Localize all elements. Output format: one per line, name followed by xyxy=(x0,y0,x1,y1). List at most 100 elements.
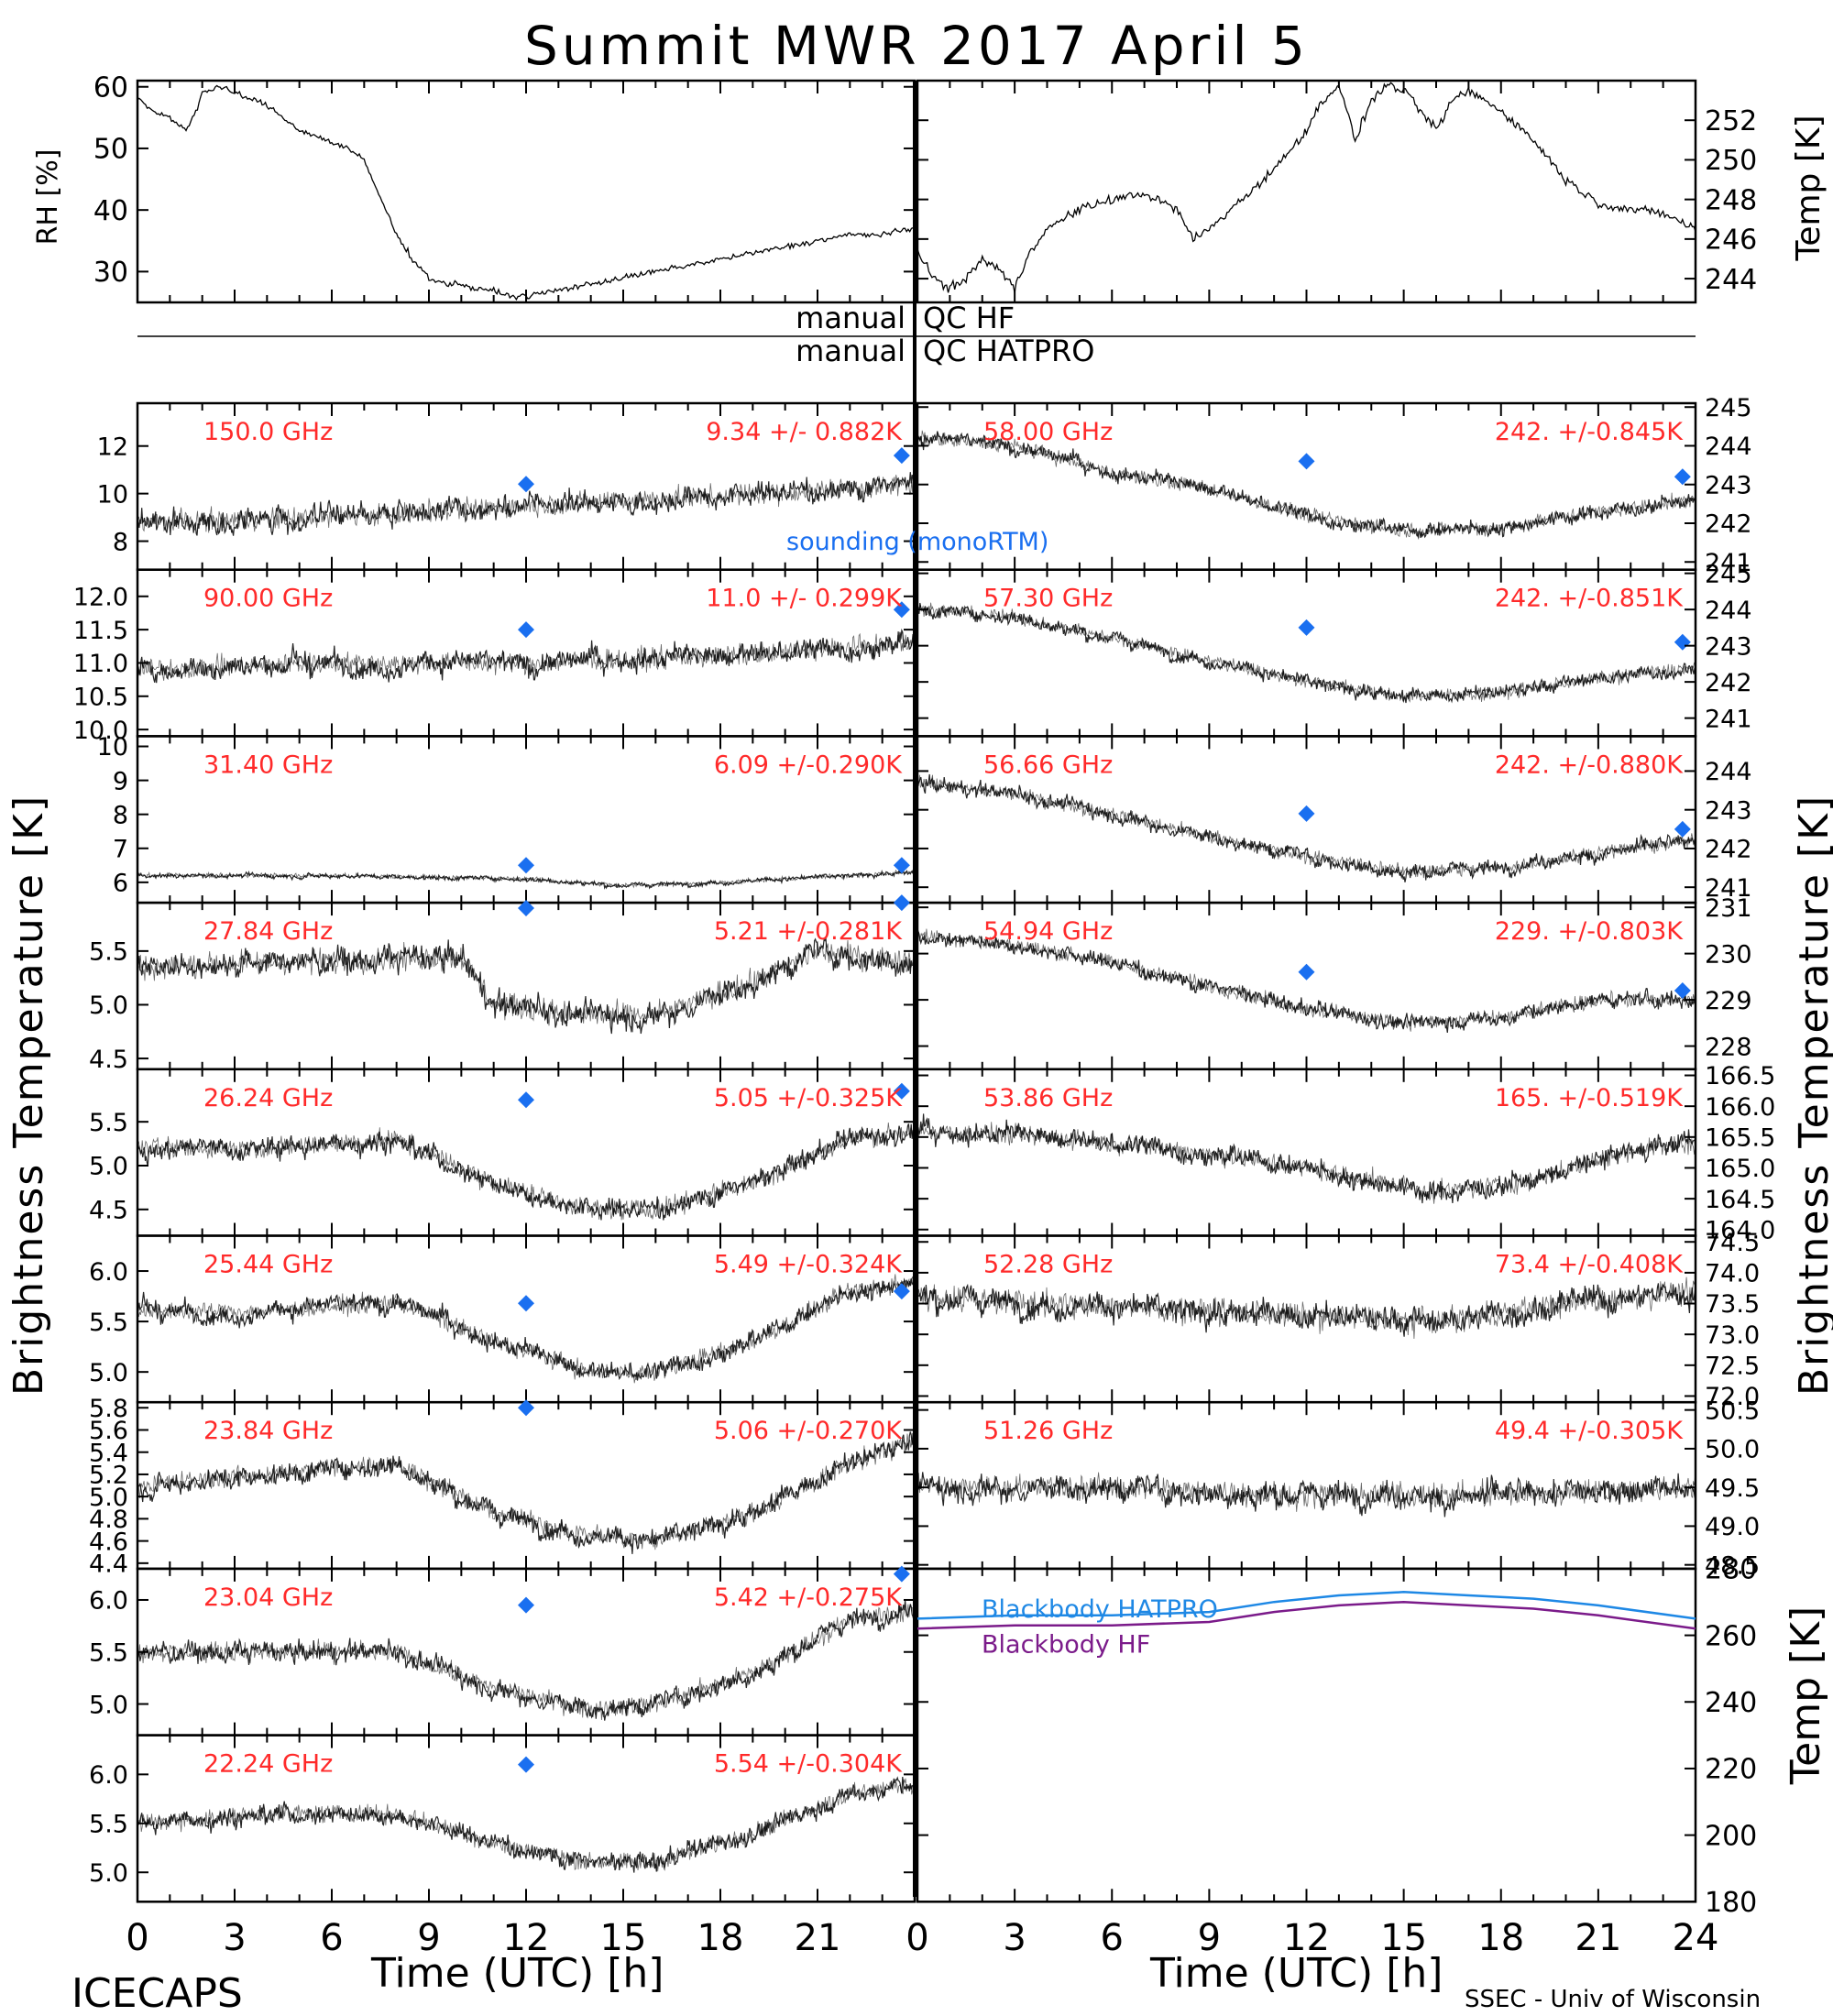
channel-data xyxy=(137,1776,915,1873)
x-tick-label-left: 18 xyxy=(697,1917,744,1959)
blackbody-series-1 xyxy=(916,1600,1696,1630)
channel-data xyxy=(137,628,915,684)
channel-label: 90.00 GHz xyxy=(203,585,333,613)
bt-trace-secondary xyxy=(917,928,1696,1032)
rh-axis-label: RH [%] xyxy=(32,149,64,246)
channel-stat: 5.05 +/-0.325K xyxy=(714,1084,903,1112)
channel-stat: 242. +/-0.880K xyxy=(1495,751,1684,779)
channel-data xyxy=(917,430,1696,540)
y-tick-label: 242 xyxy=(1705,836,1752,864)
channel-data xyxy=(917,1472,1696,1517)
channel-label: 23.04 GHz xyxy=(203,1583,333,1612)
y-tick-label: 5.5 xyxy=(89,1309,128,1337)
channel-data xyxy=(917,1276,1696,1340)
y-tick-label: 5.5 xyxy=(89,1811,128,1839)
y-tick-label: 74.0 xyxy=(1705,1260,1760,1288)
bt-axis-label-right: Brightness Temperature [K] xyxy=(1791,794,1833,1396)
channel-data xyxy=(137,1274,915,1384)
y-tick-label: 6.0 xyxy=(89,1587,128,1616)
temp-line xyxy=(916,82,1696,293)
y-tick-label: 165.0 xyxy=(1705,1155,1775,1183)
y-tick-label: 12 xyxy=(97,433,128,461)
channel-panel-ch-53: 53.86 GHz 165. +/-0.519K164.0164.5165.016… xyxy=(916,1062,1775,1244)
blackbody-panel: Blackbody HATPRO Blackbody HF 180 200 220 240… xyxy=(916,1554,1757,1919)
channel-panel-ch-27: 27.84 GHz 5.21 +/-0.281K 4.5 5.0 5.5 xyxy=(89,894,916,1074)
bt-trace-secondary xyxy=(137,1778,915,1872)
footer-right: SSEC - Univ of Wisconsin xyxy=(1465,1986,1761,2013)
channel-stat: 242. +/-0.845K xyxy=(1495,418,1684,446)
y-tick-label: 5.8 xyxy=(89,1395,128,1423)
y-tick-label: 243 xyxy=(1705,471,1752,499)
y-tick-label: 4.6 xyxy=(89,1528,128,1556)
panels: 150.0 GHz 9.34 +/- 0.882K 8 10 12 90.00 GHz 11… xyxy=(73,72,1775,1959)
bt-trace-secondary xyxy=(137,1433,915,1550)
sounding-point xyxy=(1674,820,1691,838)
channel-panel-ch-26: 26.24 GHz 5.05 +/-0.325K 4.5 5.0 5.5 xyxy=(89,1068,916,1237)
y-tick-label: 5.0 xyxy=(89,1859,128,1888)
xlabel-right: Time (UTC) [h] xyxy=(1149,1950,1443,1997)
sounding-point xyxy=(1674,468,1691,486)
channel-stat: 9.34 +/- 0.882K xyxy=(706,418,903,446)
sounding-point xyxy=(1674,981,1691,999)
y-tick-label: 241 xyxy=(1705,874,1752,903)
y-tick-label: 4.4 xyxy=(89,1550,128,1579)
y-tick-label: 11.0 xyxy=(73,650,128,678)
y-tick-label: 241 xyxy=(1705,705,1752,733)
y-tick-label: 4.5 xyxy=(89,1046,128,1074)
y-tick-label: 166.5 xyxy=(1705,1062,1775,1090)
channel-label: 26.24 GHz xyxy=(203,1084,333,1112)
sounding-point xyxy=(893,857,910,874)
y-tick-label: 12.0 xyxy=(73,583,128,611)
channel-label: 150.0 GHz xyxy=(203,418,333,446)
channel-label: 52.28 GHz xyxy=(983,1251,1113,1279)
x-tick-label-right: 21 xyxy=(1575,1917,1621,1959)
bt-trace-secondary xyxy=(917,1276,1696,1340)
channel-data xyxy=(137,1122,915,1221)
y-tick-label: 4.5 xyxy=(89,1197,128,1225)
y-tick-label: 5.4 xyxy=(89,1439,128,1467)
x-tick-label-right: 24 xyxy=(1673,1917,1719,1959)
sounding-point xyxy=(518,1091,534,1109)
sounding-point xyxy=(518,899,534,916)
xlabel-left: Time (UTC) [h] xyxy=(370,1950,664,1997)
x-tick-label-left: 15 xyxy=(600,1917,647,1959)
y-tick-label: 220 xyxy=(1705,1754,1757,1786)
y-tick-label: 165.5 xyxy=(1705,1124,1775,1153)
channel-stat: 242. +/-0.851K xyxy=(1495,585,1684,613)
channel-stat: 73.4 +/-0.408K xyxy=(1495,1251,1684,1279)
temp-axis-label-bottom: Temp [K] xyxy=(1783,1606,1829,1785)
channel-panel-ch-57: 57.30 GHz 242. +/-0.851K 241 242 243 244 245 xyxy=(916,560,1752,738)
x-tick-label-left: 12 xyxy=(503,1917,550,1959)
y-tick-label: 7 xyxy=(113,835,128,863)
qc-row2-right: QC HATPRO xyxy=(923,334,1094,368)
qc-row1-left: manual xyxy=(796,301,906,335)
y-tick-label: 10.0 xyxy=(73,717,128,745)
y-tick-label: 40 xyxy=(93,195,128,227)
channel-label: 25.44 GHz xyxy=(203,1251,333,1279)
rh-panel: 30 40 50 60 xyxy=(93,72,916,304)
channel-stat: 11.0 +/- 0.299K xyxy=(706,585,903,613)
y-tick-label: 5.6 xyxy=(89,1417,128,1445)
y-tick-label: 230 xyxy=(1705,940,1752,969)
y-tick-label: 10.5 xyxy=(73,684,128,712)
qc-region: manual QC HF manual QC HATPRO xyxy=(137,301,1696,368)
channel-data xyxy=(137,1600,915,1721)
sounding-point xyxy=(893,894,910,912)
y-tick-label: 240 xyxy=(1705,1687,1757,1719)
y-tick-label: 200 xyxy=(1705,1820,1757,1852)
y-tick-label: 244 xyxy=(1705,264,1757,296)
qc-row2-left: manual xyxy=(796,334,906,368)
y-tick-label: 244 xyxy=(1705,433,1752,461)
channel-stat: 49.4 +/-0.305K xyxy=(1495,1417,1684,1445)
y-tick-label: 6.0 xyxy=(89,1761,128,1790)
sounding-point xyxy=(518,621,534,639)
bt-trace xyxy=(137,1600,915,1721)
y-tick-label: 180 xyxy=(1705,1887,1757,1919)
y-tick-label: 164.5 xyxy=(1705,1186,1775,1214)
channel-panel-ch-22: 22.24 GHz 5.54 +/-0.304K 5.0 5.5 6.0 xyxy=(89,1734,916,1903)
qc-row1-right: QC HF xyxy=(923,301,1015,335)
channel-data xyxy=(137,937,915,1035)
y-tick-label: 5.5 xyxy=(89,1109,128,1137)
y-tick-label: 242 xyxy=(1705,510,1752,539)
